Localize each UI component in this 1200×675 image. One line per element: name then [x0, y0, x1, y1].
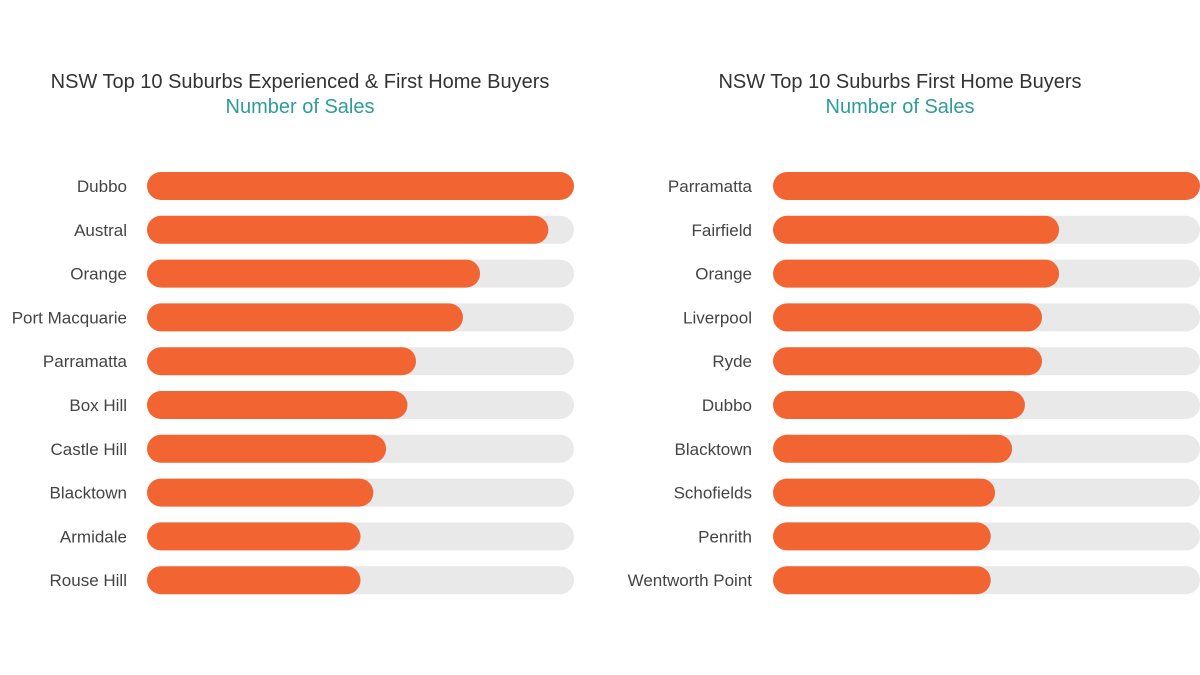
- bar: [773, 215, 1060, 244]
- bar: [773, 434, 1013, 463]
- bar-chart-first-home-buyers: Parramatta Fairfield Orange Liverpool Ryde Du…: [628, 172, 1200, 595]
- category-label: Orange: [695, 265, 752, 284]
- chart-subtitle: Number of Sales: [825, 96, 975, 118]
- chart-panel-first-home-buyers: NSW Top 10 Suburbs First Home Buyers Num…: [600, 0, 1200, 675]
- bar-row: Dubbo: [77, 172, 574, 200]
- category-label: Blacktown: [50, 484, 127, 503]
- category-label: Ryde: [712, 352, 752, 371]
- bar-row: Armidale: [60, 522, 574, 551]
- bar-row: Parramatta: [43, 347, 574, 376]
- bar: [147, 522, 361, 551]
- category-label: Box Hill: [69, 396, 127, 415]
- category-label: Dubbo: [702, 396, 752, 415]
- bar-row: Castle Hill: [50, 434, 574, 463]
- bar-row: Port Macquarie: [12, 303, 574, 332]
- category-label: Wentworth Point: [628, 571, 753, 590]
- bar-row: Liverpool: [683, 303, 1200, 332]
- category-label: Fairfield: [692, 221, 752, 240]
- category-label: Rouse Hill: [50, 571, 127, 590]
- bar-row: Schofields: [674, 478, 1200, 507]
- bar: [147, 215, 549, 244]
- chart-subtitle: Number of Sales: [225, 96, 375, 118]
- bar: [773, 172, 1200, 200]
- chart-title: NSW Top 10 Suburbs Experienced & First H…: [50, 71, 550, 93]
- bar: [147, 566, 361, 595]
- bar-row: Fairfield: [692, 215, 1200, 244]
- category-label: Liverpool: [683, 308, 752, 327]
- bar: [147, 478, 374, 507]
- bar: [773, 259, 1060, 288]
- bar-row: Box Hill: [69, 391, 574, 419]
- bar: [147, 434, 387, 463]
- bar: [147, 172, 574, 200]
- category-label: Castle Hill: [50, 440, 127, 459]
- bar-row: Dubbo: [702, 391, 1200, 419]
- bar-row: Parramatta: [668, 172, 1200, 200]
- bar: [147, 259, 481, 288]
- chart-title: NSW Top 10 Suburbs First Home Buyers: [718, 71, 1082, 93]
- bar: [147, 391, 408, 419]
- category-label: Penrith: [698, 527, 752, 546]
- bar-row: Wentworth Point: [628, 566, 1200, 595]
- category-label: Blacktown: [675, 440, 752, 459]
- bar: [147, 347, 417, 376]
- bar-row: Blacktown: [50, 478, 574, 507]
- bar-row: Penrith: [698, 522, 1200, 551]
- category-label: Port Macquarie: [12, 308, 127, 327]
- bar: [773, 478, 996, 507]
- chart-panel-experienced-first-home-buyers: NSW Top 10 Suburbs Experienced & First H…: [12, 71, 574, 595]
- bar: [773, 566, 991, 595]
- bar-row: Orange: [70, 259, 574, 288]
- category-label: Parramatta: [43, 352, 128, 371]
- bar-row: Ryde: [712, 347, 1200, 376]
- category-label: Orange: [70, 265, 127, 284]
- category-label: Armidale: [60, 527, 127, 546]
- bar: [147, 303, 463, 332]
- bar-row: Rouse Hill: [50, 566, 574, 595]
- bar-row: Orange: [695, 259, 1200, 288]
- bar-row: Austral: [74, 215, 574, 244]
- bar-row: Blacktown: [675, 434, 1200, 463]
- category-label: Austral: [74, 221, 127, 240]
- category-label: Parramatta: [668, 177, 753, 196]
- bar-chart-experienced-first-home-buyers: Dubbo Austral Orange Port Macquarie Parramat…: [12, 172, 574, 595]
- bar: [773, 391, 1025, 419]
- bar: [773, 303, 1043, 332]
- bar: [773, 347, 1043, 376]
- bar: [773, 522, 991, 551]
- category-label: Schofields: [674, 484, 752, 503]
- category-label: Dubbo: [77, 177, 127, 196]
